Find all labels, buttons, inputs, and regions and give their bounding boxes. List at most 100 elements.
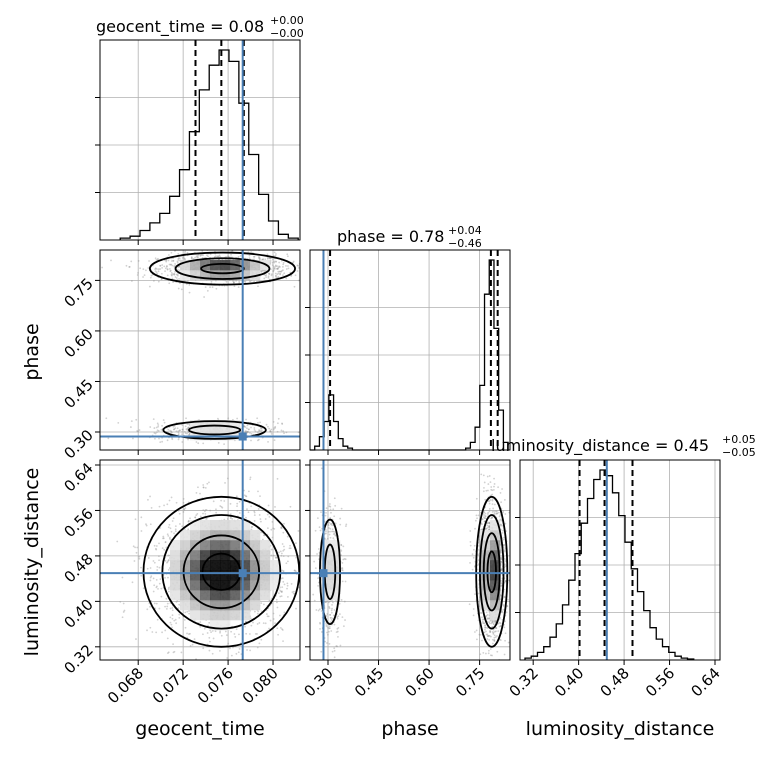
sample-point (199, 625, 202, 628)
sample-point (344, 580, 347, 583)
sample-point (202, 647, 205, 650)
contour-0-1 (174, 257, 271, 280)
sample-point (337, 615, 340, 618)
sample-point (156, 585, 158, 588)
histogram-luminosity_distance (524, 469, 695, 660)
sample-point (292, 260, 295, 263)
sample-point (291, 591, 294, 594)
sample-point (188, 433, 191, 436)
sample-point (488, 521, 490, 524)
sample-point (274, 264, 277, 267)
sample-point (174, 530, 177, 533)
density-layer-phase-luminosity_distance (310, 460, 510, 660)
sample-point (157, 429, 160, 432)
sample-point (265, 276, 268, 279)
sample-point (503, 499, 506, 501)
sample-point (269, 268, 272, 271)
sample-point (475, 497, 478, 500)
sample-point (160, 587, 163, 590)
sample-point (276, 430, 279, 433)
sample-point (154, 432, 157, 435)
y-tick-label-luminosity_distance: 0.64 (60, 459, 96, 495)
sample-point (178, 603, 181, 606)
sample-point (170, 430, 173, 433)
sample-point (161, 631, 163, 634)
sample-point (254, 632, 257, 635)
sample-point (506, 604, 509, 607)
sample-point (316, 553, 318, 555)
sample-point (125, 264, 128, 267)
sample-point (329, 508, 332, 511)
sample-point (257, 256, 260, 258)
sample-point (249, 478, 252, 481)
sample-point (229, 502, 232, 505)
sample-point (329, 503, 331, 505)
y-tick-label-phase: 0.30 (60, 426, 96, 462)
sample-point (276, 267, 279, 270)
sample-point (317, 271, 319, 273)
sample-point (498, 621, 501, 624)
sample-point (260, 427, 262, 430)
sample-point (171, 260, 173, 262)
sample-point (340, 544, 343, 547)
sample-point (169, 607, 172, 610)
sample-point (328, 630, 330, 633)
density-cell (210, 270, 221, 281)
sample-point (208, 621, 211, 624)
sample-point (289, 547, 292, 550)
sample-point (281, 586, 284, 589)
sample-point (253, 255, 256, 258)
sample-point (258, 642, 261, 645)
sample-point (342, 545, 345, 548)
sample-point (195, 255, 198, 258)
sample-point (308, 541, 310, 543)
sample-point (142, 276, 144, 278)
sample-point (286, 560, 289, 563)
sample-point (333, 649, 336, 652)
sample-point (331, 603, 333, 606)
sample-point (280, 591, 283, 594)
sample-point (229, 647, 231, 650)
x-tick-label-luminosity_distance: 0.40 (551, 664, 587, 700)
sample-point (287, 555, 290, 558)
density-cell (220, 600, 231, 611)
sample-point (333, 630, 335, 632)
sample-point (253, 511, 256, 514)
sample-point (153, 544, 156, 547)
sample-point (273, 261, 276, 264)
sample-point (491, 642, 494, 645)
sample-point (297, 267, 300, 269)
density-cell (170, 580, 181, 591)
sample-point (153, 427, 156, 429)
sample-point (300, 553, 302, 555)
sample-point (203, 510, 206, 513)
sample-point (333, 656, 336, 659)
sample-point (247, 511, 250, 514)
sample-point (485, 626, 488, 629)
title-geocent-time-plus: +0.00 (270, 14, 304, 27)
sample-point (223, 443, 225, 446)
sample-point (487, 500, 490, 502)
sample-point (499, 584, 502, 587)
sample-point (493, 639, 496, 642)
sample-point (250, 433, 253, 435)
sample-point (234, 636, 237, 638)
sample-point (293, 569, 296, 572)
sample-point (202, 484, 205, 486)
sample-point (143, 274, 146, 277)
sample-point (283, 432, 285, 435)
density-cell (230, 560, 241, 571)
sample-point (206, 482, 209, 485)
sample-point (210, 280, 213, 283)
sample-point (486, 613, 489, 616)
sample-point (478, 548, 480, 551)
sample-point (332, 508, 335, 511)
contour-1-0 (188, 424, 242, 436)
sample-point (277, 592, 280, 595)
sample-point (258, 622, 261, 624)
density-cell (230, 540, 241, 551)
density-cell (230, 520, 241, 531)
sample-point (170, 251, 173, 254)
sample-point (253, 427, 256, 429)
sample-point (331, 524, 334, 527)
